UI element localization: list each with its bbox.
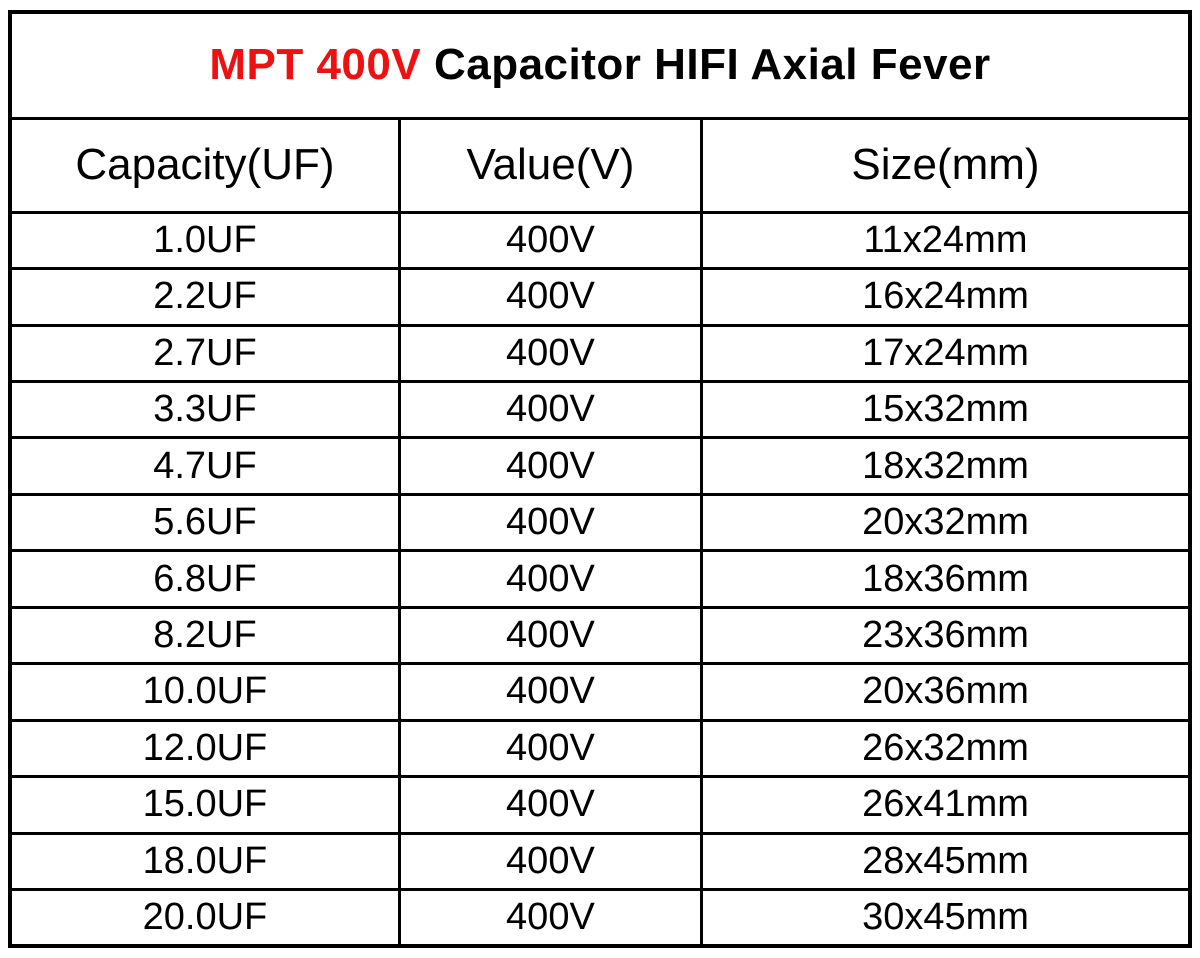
table-row: 10.0UF 400V 20x36mm xyxy=(8,662,1192,722)
table-row: 2.7UF 400V 17x24mm xyxy=(8,323,1192,384)
table-cell: 16x24mm xyxy=(699,267,1192,327)
table-row: 4.7UF 400V 18x32mm xyxy=(8,436,1192,496)
table-cell: 2.7UF xyxy=(8,323,401,384)
table-row: 5.6UF 400V 20x32mm xyxy=(8,492,1192,553)
table-cell: 400V xyxy=(397,831,703,891)
table-cell: 11x24mm xyxy=(699,210,1192,271)
table-cell: 400V xyxy=(397,267,703,327)
table-cell: 6.8UF xyxy=(8,549,401,609)
table-cell: 18x36mm xyxy=(699,549,1192,609)
table-row: 1.0UF 400V 11x24mm xyxy=(8,210,1192,271)
table-cell: 26x41mm xyxy=(699,775,1192,835)
page-title: MPT 400V Capacitor HIFI Axial Fever xyxy=(8,10,1192,120)
table-cell: 12.0UF xyxy=(8,718,401,779)
table-cell: 400V xyxy=(397,380,703,440)
table-cell: 20x36mm xyxy=(699,662,1192,722)
table-cell: 3.3UF xyxy=(8,380,401,440)
table-cell: 10.0UF xyxy=(8,662,401,722)
table-cell: 26x32mm xyxy=(699,718,1192,779)
table-cell: 15x32mm xyxy=(699,380,1192,440)
table-cell: 18.0UF xyxy=(8,831,401,891)
table-cell: 1.0UF xyxy=(8,210,401,271)
title-rest-text: Capacitor HIFI Axial Fever xyxy=(421,40,991,90)
table-cell: 20.0UF xyxy=(8,887,401,948)
table-cell: 400V xyxy=(397,662,703,722)
table-header-row: Capacity(UF) Value(V) Size(mm) xyxy=(8,116,1192,214)
table-row: 8.2UF 400V 23x36mm xyxy=(8,605,1192,666)
column-header-value: Value(V) xyxy=(397,116,703,214)
table-cell: 400V xyxy=(397,775,703,835)
table-cell: 400V xyxy=(397,718,703,779)
table-cell: 30x45mm xyxy=(699,887,1192,948)
column-header-capacity: Capacity(UF) xyxy=(8,116,401,214)
capacitor-spec-table: MPT 400V Capacitor HIFI Axial Fever Capa… xyxy=(8,10,1192,948)
table-row: 2.2UF 400V 16x24mm xyxy=(8,267,1192,327)
table-cell: 15.0UF xyxy=(8,775,401,835)
table-cell: 400V xyxy=(397,492,703,553)
table-cell: 400V xyxy=(397,605,703,666)
table-title-row: MPT 400V Capacitor HIFI Axial Fever xyxy=(8,10,1192,120)
table-cell: 17x24mm xyxy=(699,323,1192,384)
table-cell: 400V xyxy=(397,887,703,948)
table-cell: 400V xyxy=(397,210,703,271)
table-row: 3.3UF 400V 15x32mm xyxy=(8,380,1192,440)
table-row: 20.0UF 400V 30x45mm xyxy=(8,887,1192,948)
table-cell: 400V xyxy=(397,436,703,496)
table-row: 18.0UF 400V 28x45mm xyxy=(8,831,1192,891)
table-cell: 5.6UF xyxy=(8,492,401,553)
table-cell: 18x32mm xyxy=(699,436,1192,496)
table-cell: 8.2UF xyxy=(8,605,401,666)
table-cell: 28x45mm xyxy=(699,831,1192,891)
table-row: 6.8UF 400V 18x36mm xyxy=(8,549,1192,609)
column-header-size: Size(mm) xyxy=(699,116,1192,214)
table-cell: 400V xyxy=(397,549,703,609)
table-cell: 23x36mm xyxy=(699,605,1192,666)
table-cell: 2.2UF xyxy=(8,267,401,327)
table-cell: 400V xyxy=(397,323,703,384)
table-cell: 4.7UF xyxy=(8,436,401,496)
table-row: 15.0UF 400V 26x41mm xyxy=(8,775,1192,835)
table-row: 12.0UF 400V 26x32mm xyxy=(8,718,1192,779)
table-cell: 20x32mm xyxy=(699,492,1192,553)
title-highlight-text: MPT 400V xyxy=(209,40,422,90)
